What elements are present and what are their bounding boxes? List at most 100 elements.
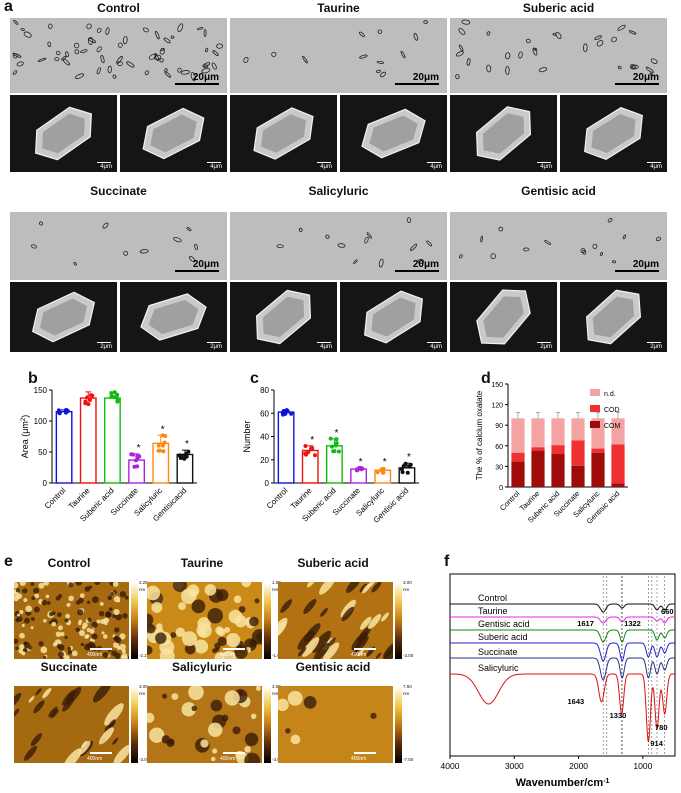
afm-feature bbox=[40, 646, 48, 654]
afm-feature bbox=[114, 627, 120, 633]
data-point bbox=[309, 446, 314, 451]
y-axis-label: The % of calcium oxalate bbox=[475, 390, 484, 480]
data-point bbox=[135, 454, 140, 459]
crystal-mark bbox=[377, 29, 383, 34]
crystal-mark bbox=[73, 42, 80, 49]
afm-image: 400nm bbox=[147, 686, 262, 763]
data-point bbox=[359, 467, 364, 472]
afm-feature bbox=[108, 607, 113, 612]
afm-feature bbox=[34, 593, 40, 599]
chart-f-ftir: 4000 3000 2000 1000 Wavenumber/cm-1 Control Ta… bbox=[441, 573, 676, 789]
afm-feature bbox=[149, 727, 165, 743]
crystal-mark bbox=[461, 19, 471, 25]
afm-feature bbox=[62, 698, 74, 712]
afm-feature bbox=[319, 582, 336, 595]
y-tick-label: 0 bbox=[265, 479, 270, 488]
data-point bbox=[334, 437, 339, 442]
crystal-mark bbox=[525, 38, 531, 44]
crystal-mark bbox=[62, 58, 70, 66]
afm-feature bbox=[175, 627, 186, 637]
crystal-mark bbox=[73, 261, 77, 266]
afm-feature bbox=[19, 644, 25, 650]
x-tick-label: Control bbox=[498, 489, 522, 513]
sample-title: Taurine bbox=[317, 1, 360, 15]
sem-crystal bbox=[142, 107, 205, 160]
optical-micrograph: 20μm bbox=[10, 18, 227, 93]
data-point bbox=[303, 443, 308, 448]
afm-feature bbox=[88, 585, 93, 589]
afm-feature bbox=[91, 596, 99, 604]
panel-b-letter: b bbox=[28, 370, 38, 387]
scale-label: 400nm bbox=[87, 756, 103, 762]
crystal-mark bbox=[194, 243, 198, 250]
afm-feature bbox=[30, 616, 35, 621]
stacked-segment bbox=[511, 461, 525, 487]
afm-feature bbox=[244, 732, 259, 747]
scale-bar bbox=[317, 162, 331, 163]
panel-d-letter: d bbox=[481, 370, 491, 387]
crystal-mark bbox=[117, 42, 123, 48]
data-point bbox=[289, 411, 294, 416]
data-point bbox=[399, 467, 404, 472]
sem-micrograph: 4μm bbox=[560, 95, 667, 172]
data-point bbox=[177, 453, 182, 458]
afm-feature bbox=[68, 595, 74, 602]
crystal-mark bbox=[65, 51, 69, 58]
afm-feature bbox=[50, 709, 59, 719]
crystal-mark bbox=[298, 227, 303, 233]
afm-surface bbox=[278, 582, 393, 659]
crystal-mark bbox=[600, 252, 603, 256]
afm-feature bbox=[21, 651, 26, 656]
panel-e-letter: e bbox=[4, 553, 13, 570]
afm-feature bbox=[82, 622, 88, 628]
color-scale-unit: nm bbox=[272, 587, 279, 592]
optical-micrograph: 20μm bbox=[230, 18, 447, 93]
data-point bbox=[303, 451, 308, 456]
afm-feature bbox=[121, 653, 128, 659]
crystal-mark bbox=[276, 244, 284, 249]
scale-label: 2μm bbox=[100, 344, 112, 350]
data-point bbox=[115, 392, 120, 397]
x-tick-label: 3000 bbox=[505, 761, 524, 771]
series-label: Salicyluric bbox=[478, 663, 519, 673]
afm-feature bbox=[22, 588, 28, 594]
crystal-mark bbox=[186, 227, 192, 232]
stacked-segment bbox=[571, 440, 585, 466]
crystal-mark bbox=[632, 64, 637, 70]
afm-feature bbox=[122, 613, 128, 619]
crystal-mark bbox=[655, 236, 662, 242]
data-point bbox=[63, 410, 68, 415]
crystal-mark bbox=[142, 27, 150, 33]
crystal-mark bbox=[505, 65, 510, 75]
stacked-segment bbox=[611, 483, 625, 487]
afm-feature bbox=[151, 601, 163, 613]
color-scale-unit: nm bbox=[403, 691, 410, 696]
afm-feature bbox=[181, 702, 196, 717]
afm-title: Gentisic acid bbox=[295, 660, 371, 674]
data-point bbox=[306, 449, 311, 454]
afm-feature bbox=[280, 599, 293, 613]
bar bbox=[277, 411, 295, 484]
y-tick-label: 120 bbox=[491, 403, 503, 410]
afm-feature bbox=[303, 598, 317, 614]
crystal-mark bbox=[400, 50, 406, 59]
crystal-mark bbox=[358, 31, 365, 38]
stacked-segment bbox=[551, 454, 565, 487]
scale-label: 4μm bbox=[210, 164, 222, 170]
crystal-mark bbox=[55, 50, 61, 56]
stacked-segment bbox=[571, 418, 585, 441]
y-axis-label: Area (μm2) bbox=[20, 415, 30, 459]
afm-feature bbox=[78, 741, 91, 755]
crystal-mark bbox=[622, 234, 627, 240]
afm-feature bbox=[103, 634, 108, 639]
crystal-outlines bbox=[459, 217, 662, 264]
series-label: Suberic acid bbox=[478, 632, 528, 642]
sem-crystal bbox=[35, 106, 92, 161]
sem-crystal bbox=[585, 289, 642, 345]
afm-feature bbox=[313, 642, 330, 659]
data-point bbox=[135, 464, 140, 469]
peak-annotation: 660 bbox=[661, 607, 674, 616]
afm-feature bbox=[241, 582, 252, 588]
sem-micrograph: 4μm bbox=[10, 95, 117, 172]
scale-bar bbox=[615, 83, 659, 85]
